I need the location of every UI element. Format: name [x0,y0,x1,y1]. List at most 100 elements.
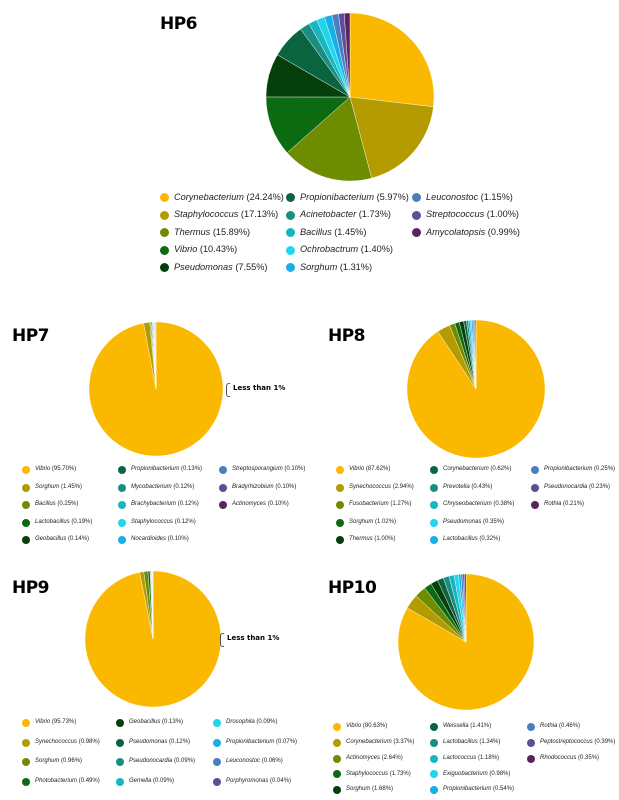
legend-value: (0.49%) [78,777,100,784]
legend-swatch [336,518,344,527]
legend-label: Propionibacterium [443,786,492,793]
legend-value: (0.09%) [256,719,278,726]
legend-label: Nocardioides [131,536,167,543]
legend-swatch [430,501,438,509]
legend-label: Staphylococcus [346,770,389,777]
legend-swatch [527,723,535,731]
legend-swatch [118,518,126,527]
legend-label: Bradyrhizobium [232,483,274,490]
legend-value: (1.27%) [390,501,412,508]
legend-value: (15.89%) [212,226,251,237]
legend-label: Staphylococcus [174,209,239,220]
legend-label: Actinomyces [346,754,381,761]
legend-label: Sorghum [300,261,338,272]
legend-swatch [412,193,421,202]
legend-value: (1.02%) [375,518,397,525]
pie-chart [397,573,535,711]
legend-value: (0.12%) [169,738,191,745]
legend-swatch [160,228,169,237]
legend-swatch [22,501,30,509]
legend-value: (2.94%) [392,483,414,490]
chart-title: HP7 [12,326,50,346]
legend-label: Propionibacterium [131,466,180,473]
chart-title: HP9 [12,578,50,598]
legend-label: Rothia [544,501,562,508]
annotation-label: Less than 1% [233,384,286,392]
legend-swatch [336,536,344,544]
legend-value: (24.24%) [246,191,284,202]
legend-swatch [118,466,126,474]
legend-value: (1.41%) [470,723,492,730]
legend-swatch [286,228,295,237]
legend-label: Acinetobacter [300,209,357,220]
legend-value: (0.13%) [162,719,184,726]
legend-swatch [531,466,539,474]
chart-title: HP6 [160,14,198,34]
legend-swatch [286,263,295,272]
legend-swatch [22,738,30,747]
legend-swatch [527,754,535,763]
legend-swatch [286,245,295,255]
pie-slice-vibrio [84,570,222,708]
legend-value: (1.18%) [478,754,500,761]
pie-chart [88,321,224,457]
legend-value: (0.54%) [493,786,515,793]
legend-label: Thermus [174,226,211,237]
legend-swatch [116,777,124,786]
legend-value: (0.12%) [173,483,195,490]
legend-swatch [22,777,30,786]
legend-value: (0.09%) [153,777,175,784]
legend-swatch [22,758,30,766]
legend-label: Weissella [443,723,469,730]
legend-swatch [430,786,438,795]
legend-value: (0.98%) [489,770,511,777]
legend-label: Lactococcus [443,754,477,761]
legend-label: Corynebacterium [174,191,244,202]
legend-label: Sorghum [35,483,60,490]
legend-label: Propionibacterium [226,738,275,745]
legend-value: (7.55%) [235,261,268,272]
legend-swatch [336,501,344,509]
legend-label: Vibrio [346,723,362,730]
legend-value: (1.45%) [61,483,83,490]
legend-swatch [160,245,169,255]
legend-swatch [333,723,341,731]
legend-label: Porphyromonas [226,777,269,784]
legend-label: Pseudomonas [443,518,482,525]
pie-slice-thermus [286,96,372,182]
legend-label: Lactobacillus [443,739,478,746]
legend-value: (0.10%) [284,466,306,473]
legend-value: (1.34%) [479,739,501,746]
legend-value: (2.64%) [381,754,403,761]
legend-label: Brachybacterium [131,501,177,508]
legend-value: (1.73%) [389,770,411,777]
legend-value: (0.09%) [174,758,196,765]
legend-value: (0.19%) [71,518,93,525]
legend-value: (0.12%) [177,501,199,508]
annotation-brace [226,383,230,397]
legend-label: Pseudonocardia [544,483,588,490]
pie-chart [406,319,546,459]
legend-label: Leuconostoc [426,191,479,202]
legend-swatch [116,738,124,747]
legend-label: Leuconostoc [226,758,261,765]
legend-swatch [286,210,295,220]
legend-label: Photobacterium [35,777,78,784]
legend-label: Chryseobacterium [443,501,492,508]
legend-label: Actinomyces [232,501,267,508]
legend-label: Sorghum [346,786,371,793]
pie-slice-staphylococcus [349,96,434,179]
legend-value: (1.31%) [339,261,373,272]
legend-value: (0.62%) [490,466,512,473]
legend-label: Bacillus [35,501,56,508]
legend-label: Streptococcus [426,209,485,220]
legend-label: Rothia [540,723,558,730]
legend-value: (5.97%) [376,191,409,202]
legend-swatch [286,193,295,202]
legend-swatch [213,738,221,747]
legend-swatch [22,536,30,544]
legend-value: (0.96%) [61,758,83,765]
legend-label: Vibrio [174,244,198,255]
legend-swatch [213,758,221,766]
pie-chart [265,12,435,182]
